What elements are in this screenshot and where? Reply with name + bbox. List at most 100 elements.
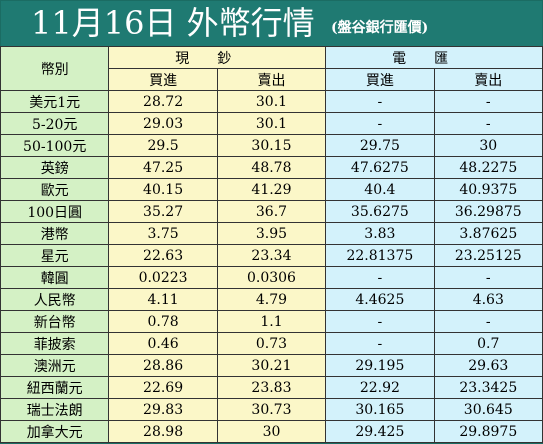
table-row: 100日圓 35.27 36.7 35.6275 36.29875 [0,200,543,223]
cash-sell-cell: 0.73 [216,332,327,355]
spot-group-header: 電匯 [325,46,543,69]
cash-buy-cell: 4.11 [108,288,218,311]
table-row: 澳洲元 28.86 30.21 29.195 29.63 [0,354,543,377]
spot-buy-cell: - [325,90,435,113]
spot-sell-cell: 48.2275 [433,156,543,179]
cash-sell-cell: 23.83 [216,376,327,399]
spot-sell-cell: 23.25125 [433,244,543,267]
currency-name-cell: 瑞士法朗 [0,398,110,421]
table-row: 歐元 40.15 41.29 40.4 40.9375 [0,178,543,201]
cash-sell-cell: 30 [216,420,327,443]
spot-buy-cell: 35.6275 [325,200,435,223]
cash-sell-cell: 30.15 [216,134,327,157]
spot-sell-cell: 3.87625 [433,222,543,245]
currency-name-cell: 加拿大元 [0,420,110,443]
currency-column-header: 幣別 [0,46,110,91]
rate-source: (盤谷銀行匯價) [331,20,429,36]
cash-buy-cell: 22.63 [108,244,218,267]
spot-sell-cell: 30 [433,134,543,157]
currency-name-cell: 澳洲元 [0,354,110,377]
table-row: 英鎊 47.25 48.78 47.6275 48.2275 [0,156,543,179]
cash-sell-cell: 48.78 [216,156,327,179]
cash-buy-cell: 35.27 [108,200,218,223]
spot-buy-cell: 29.425 [325,420,435,443]
spot-sell-cell: 23.3425 [433,376,543,399]
cash-buy-cell: 0.0223 [108,266,218,289]
cash-buy-cell: 3.75 [108,222,218,245]
spot-sell-cell: 0.7 [433,332,543,355]
currency-name-cell: 100日圓 [0,200,110,223]
spot-sell-header: 賣出 [433,68,543,91]
currency-name-cell: 新台幣 [0,310,110,333]
spot-buy-cell: 47.6275 [325,156,435,179]
spot-sell-cell: 40.9375 [433,178,543,201]
spot-buy-cell: - [325,112,435,135]
table-row: 50-100元 29.5 30.15 29.75 30 [0,134,543,157]
spot-buy-cell: 3.83 [325,222,435,245]
spot-sell-cell: 4.63 [433,288,543,311]
cash-sell-cell: 30.21 [216,354,327,377]
spot-buy-cell: - [325,332,435,355]
currency-name-cell: 歐元 [0,178,110,201]
table-row: 星元 22.63 23.34 22.81375 23.25125 [0,244,543,267]
cash-buy-cell: 28.98 [108,420,218,443]
page-title: 11月16日 外幣行情 [31,4,315,42]
spot-sell-cell: - [433,266,543,289]
spot-sell-cell: - [433,112,543,135]
spot-buy-cell: 29.75 [325,134,435,157]
spot-sell-cell: - [433,90,543,113]
cash-buy-header: 買進 [108,68,218,91]
cash-buy-cell: 0.46 [108,332,218,355]
spot-buy-cell: 4.4625 [325,288,435,311]
exchange-rate-table: 幣別 現鈔 電匯 買進 賣出 買進 賣出 美元1元 28.72 30.1- -5-20… [0,46,543,443]
table-row: 新台幣 0.78 1.1- - [0,310,543,333]
table-row: 菲披索 0.46 0.73-0.7 [0,332,543,355]
table-row: 港幣 3.75 3.95 3.83 3.87625 [0,222,543,245]
cash-sell-cell: 30.1 [216,90,327,113]
table-row: 韓圓 0.0223 0.0306- - [0,266,543,289]
spot-buy-cell: - [325,310,435,333]
currency-name-cell: 星元 [0,244,110,267]
cash-sell-cell: 41.29 [216,178,327,201]
currency-name-cell: 美元1元 [0,90,110,113]
spot-buy-cell: 29.195 [325,354,435,377]
currency-name-cell: 5-20元 [0,112,110,135]
cash-sell-header: 賣出 [216,68,327,91]
rate-rows: 美元1元 28.72 30.1- -5-20元 29.03 30.1- -50-100元 29… [0,90,543,443]
cash-buy-cell: 28.72 [108,90,218,113]
cash-buy-cell: 29.83 [108,398,218,421]
table-row: 5-20元 29.03 30.1- - [0,112,543,135]
table-row: 瑞士法朗 29.83 30.73 30.165 30.645 [0,398,543,421]
spot-sell-cell: 29.8975 [433,420,543,443]
table-row: 美元1元 28.72 30.1- - [0,90,543,113]
spot-buy-cell: - [325,266,435,289]
cash-sell-cell: 0.0306 [216,266,327,289]
cash-sell-cell: 36.7 [216,200,327,223]
spot-sell-cell: 36.29875 [433,200,543,223]
currency-name-cell: 港幣 [0,222,110,245]
spot-buy-header: 買進 [325,68,435,91]
currency-name-cell: 英鎊 [0,156,110,179]
spot-buy-cell: 40.4 [325,178,435,201]
currency-name-cell: 菲披索 [0,332,110,355]
table-row: 加拿大元 28.98 30 29.425 29.8975 [0,420,543,443]
group-header-row: 幣別 現鈔 電匯 [0,46,543,91]
cash-buy-cell: 40.15 [108,178,218,201]
currency-name-cell: 50-100元 [0,134,110,157]
cash-buy-cell: 28.86 [108,354,218,377]
cash-buy-cell: 22.69 [108,376,218,399]
spot-sell-cell: - [433,310,543,333]
cash-sell-cell: 1.1 [216,310,327,333]
cash-sell-cell: 3.95 [216,222,327,245]
table-row: 紐西蘭元 22.69 23.83 22.92 23.3425 [0,376,543,399]
spot-buy-cell: 22.81375 [325,244,435,267]
cash-buy-cell: 47.25 [108,156,218,179]
cash-buy-cell: 0.78 [108,310,218,333]
spot-buy-cell: 30.165 [325,398,435,421]
currency-name-cell: 紐西蘭元 [0,376,110,399]
spot-sell-cell: 29.63 [433,354,543,377]
spot-buy-cell: 22.92 [325,376,435,399]
currency-name-cell: 韓圓 [0,266,110,289]
header-banner: 11月16日 外幣行情 (盤谷銀行匯價) [1,1,542,46]
cash-sell-cell: 4.79 [216,288,327,311]
